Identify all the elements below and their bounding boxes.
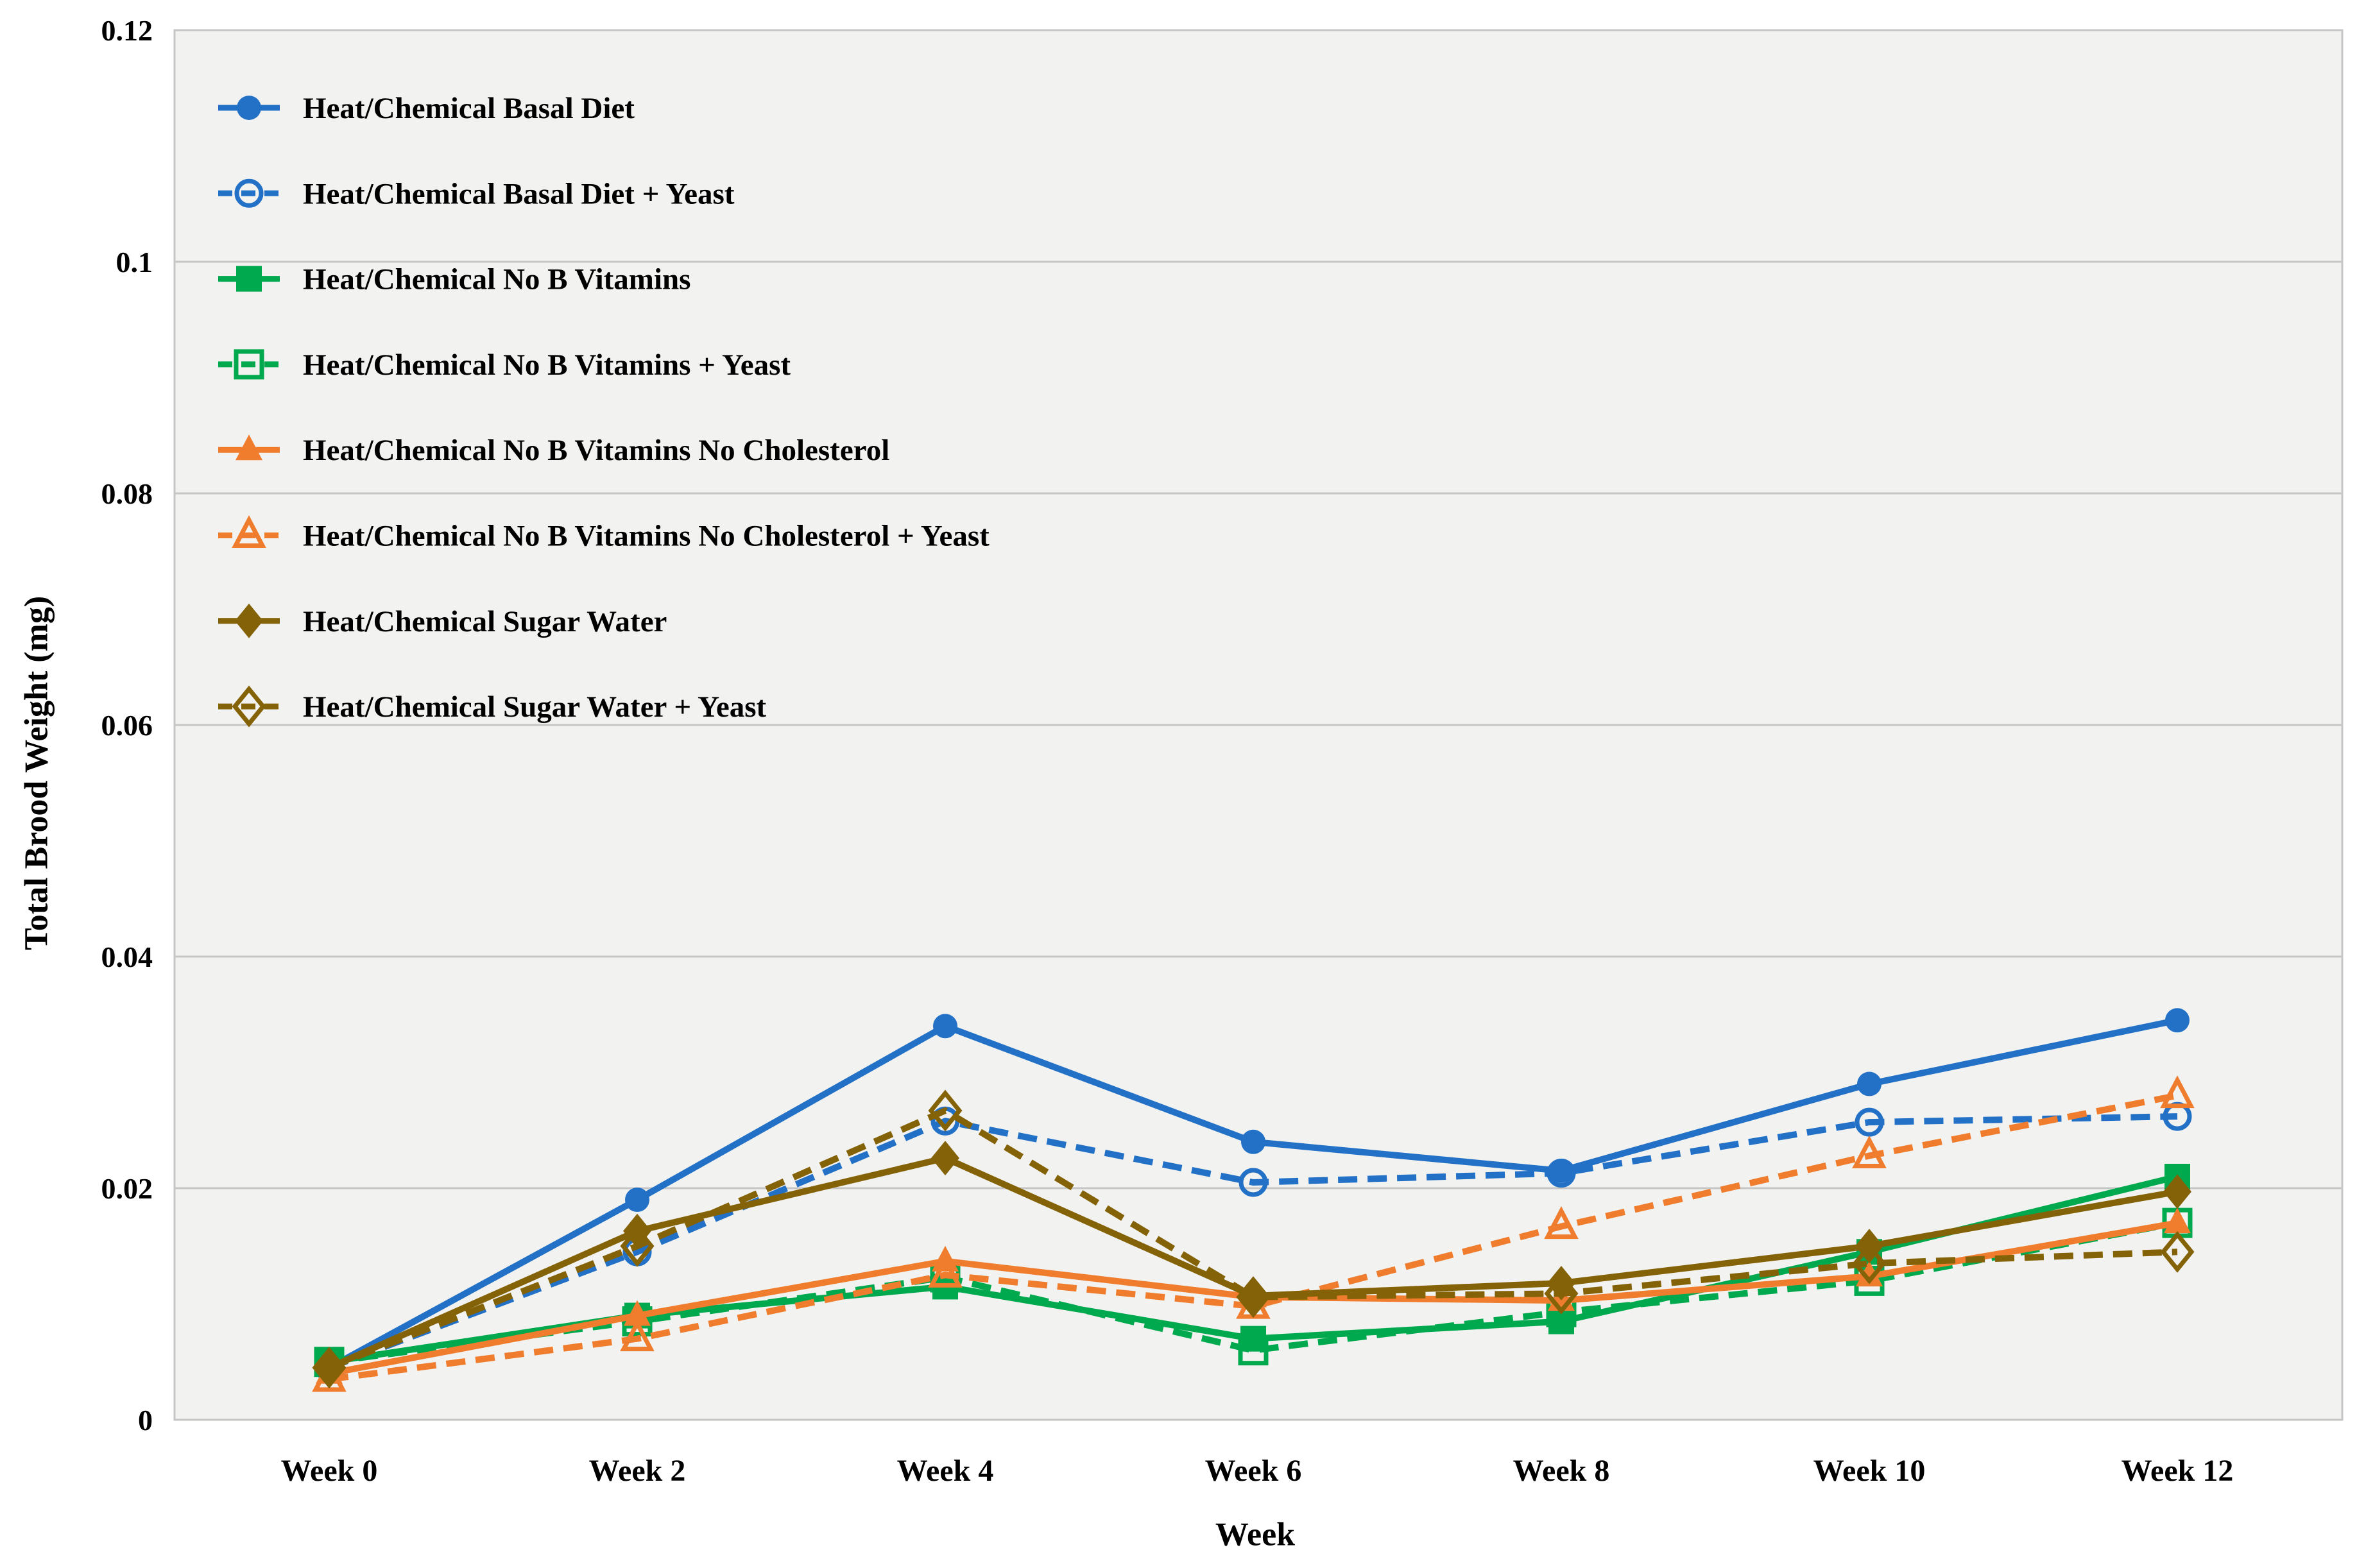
legend-item-heat-chemical-basal-diet-yeast: Heat/Chemical Basal Diet + Yeast bbox=[218, 177, 735, 210]
legend-diamond-filled-icon bbox=[235, 603, 263, 638]
y-tick-label: 0.02 bbox=[101, 1172, 153, 1205]
legend-label: Heat/Chemical No B Vitamins + Yeast bbox=[303, 348, 791, 382]
data-point-heat-chemical-no-b-vitamins-no-cholesterol-yeast-week-12 bbox=[2160, 1075, 2195, 1109]
data-point-heat-chemical-no-b-vitamins-no-cholesterol-yeast-week-8 bbox=[1544, 1206, 1579, 1240]
x-tick-label-week-2: Week 2 bbox=[589, 1454, 686, 1488]
data-point-heat-chemical-no-b-vitamins-no-cholesterol-week-12 bbox=[2164, 1207, 2191, 1234]
legend-triangle-open-icon bbox=[232, 515, 266, 548]
data-point-heat-chemical-sugar-water-yeast-week-6 bbox=[1236, 1276, 1271, 1318]
data-point-heat-chemical-basal-diet-yeast-week-10 bbox=[1855, 1107, 1884, 1137]
data-point-heat-chemical-basal-diet-week-4 bbox=[933, 1014, 957, 1039]
y-tick-label: 0.1 bbox=[116, 246, 153, 278]
legend-item-heat-chemical-sugar-water: Heat/Chemical Sugar Water bbox=[218, 603, 667, 638]
data-point-heat-chemical-sugar-water-yeast-week-10 bbox=[1852, 1242, 1887, 1284]
data-point-heat-chemical-basal-diet-yeast-week-6 bbox=[1238, 1168, 1268, 1197]
legend-triangle-filled-icon bbox=[236, 434, 262, 461]
data-point-heat-chemical-sugar-water-yeast-week-0 bbox=[312, 1347, 347, 1389]
legend-label: Heat/Chemical Basal Diet + Yeast bbox=[303, 177, 735, 210]
data-point-heat-chemical-basal-diet-week-2 bbox=[625, 1188, 649, 1213]
data-point-heat-chemical-no-b-vitamins-yeast-week-6 bbox=[1238, 1335, 1269, 1366]
data-point-heat-chemical-sugar-water-yeast-week-12 bbox=[2160, 1231, 2195, 1273]
legend-item-heat-chemical-basal-diet: Heat/Chemical Basal Diet bbox=[218, 92, 635, 125]
data-point-heat-chemical-no-b-vitamins-no-cholesterol-yeast-week-10 bbox=[1852, 1135, 1887, 1168]
y-tick-label: 0.08 bbox=[101, 477, 153, 510]
data-point-heat-chemical-sugar-water-yeast-week-2 bbox=[620, 1225, 655, 1267]
data-point-heat-chemical-basal-diet-week-6 bbox=[1241, 1129, 1265, 1154]
y-tick-label: 0.04 bbox=[101, 941, 153, 973]
plot-border bbox=[173, 29, 2344, 1421]
legend-label: Heat/Chemical Sugar Water bbox=[303, 605, 667, 638]
legend-label: Heat/Chemical No B Vitamins No Cholester… bbox=[303, 434, 889, 467]
data-point-heat-chemical-no-b-vitamins-no-cholesterol-yeast-week-4 bbox=[928, 1254, 963, 1288]
data-point-heat-chemical-sugar-water-week-4 bbox=[931, 1141, 959, 1176]
series-line-heat-chemical-basal-diet-yeast bbox=[328, 1113, 2178, 1371]
x-tick-label-week-6: Week 6 bbox=[1205, 1454, 1302, 1488]
legend-label: Heat/Chemical No B Vitamins bbox=[303, 263, 690, 296]
x-tick-label-week-12: Week 12 bbox=[2121, 1454, 2234, 1488]
legend-label: Heat/Chemical Basal Diet bbox=[303, 92, 635, 125]
y-tick-label: 0.06 bbox=[101, 709, 153, 742]
x-tick-label-week-0: Week 0 bbox=[281, 1454, 378, 1488]
data-point-heat-chemical-sugar-water-week-12 bbox=[2163, 1174, 2191, 1209]
x-tick-label-week-10: Week 10 bbox=[1813, 1454, 1926, 1488]
legend-label: Heat/Chemical Sugar Water + Yeast bbox=[303, 690, 766, 724]
legend-circle-open-icon bbox=[234, 178, 264, 208]
data-point-heat-chemical-sugar-water-yeast-week-8 bbox=[1544, 1272, 1579, 1315]
series-line-heat-chemical-no-b-vitamins-no-cholesterol-yeast bbox=[329, 1092, 2178, 1383]
y-tick-label: 0 bbox=[138, 1404, 153, 1436]
x-tick-label-week-4: Week 4 bbox=[897, 1454, 994, 1488]
data-point-heat-chemical-sugar-water-yeast-week-4 bbox=[928, 1089, 963, 1132]
legend-item-heat-chemical-no-b-vitamins-yeast: Heat/Chemical No B Vitamins + Yeast bbox=[218, 348, 791, 382]
data-point-heat-chemical-no-b-vitamins-no-cholesterol-week-2 bbox=[624, 1300, 651, 1326]
series-heat-chemical-sugar-water-yeast bbox=[312, 1089, 2195, 1389]
legend-item-heat-chemical-sugar-water-yeast: Heat/Chemical Sugar Water + Yeast bbox=[218, 685, 766, 728]
data-point-heat-chemical-basal-diet-week-10 bbox=[1857, 1071, 1881, 1096]
data-point-heat-chemical-no-b-vitamins-no-cholesterol-yeast-week-2 bbox=[620, 1318, 655, 1352]
legend-diamond-open-icon bbox=[232, 685, 266, 728]
x-axis-title: Week bbox=[1215, 1516, 1296, 1553]
legend-circle-filled-icon bbox=[237, 96, 261, 120]
legend-item-heat-chemical-no-b-vitamins: Heat/Chemical No B Vitamins bbox=[218, 263, 690, 296]
series-line-heat-chemical-sugar-water-yeast bbox=[328, 1107, 2178, 1371]
data-point-heat-chemical-no-b-vitamins-no-cholesterol-week-10 bbox=[1856, 1261, 1883, 1287]
legend-item-heat-chemical-no-b-vitamins-no-cholesterol-yeast: Heat/Chemical No B Vitamins No Cholester… bbox=[218, 515, 990, 553]
x-tick-label-week-8: Week 8 bbox=[1513, 1454, 1610, 1488]
legend-square-open-icon bbox=[234, 349, 264, 380]
data-point-heat-chemical-basal-diet-week-12 bbox=[2165, 1008, 2190, 1033]
legend-label: Heat/Chemical No B Vitamins No Cholester… bbox=[303, 520, 990, 553]
y-axis-title: Total Brood Weight (mg) bbox=[18, 595, 55, 951]
y-tick-label: 0.12 bbox=[101, 14, 153, 47]
legend-item-heat-chemical-no-b-vitamins-no-cholesterol: Heat/Chemical No B Vitamins No Cholester… bbox=[218, 434, 889, 467]
data-point-heat-chemical-basal-diet-yeast-week-8 bbox=[1547, 1159, 1576, 1188]
legend-square-filled-icon bbox=[236, 266, 262, 292]
